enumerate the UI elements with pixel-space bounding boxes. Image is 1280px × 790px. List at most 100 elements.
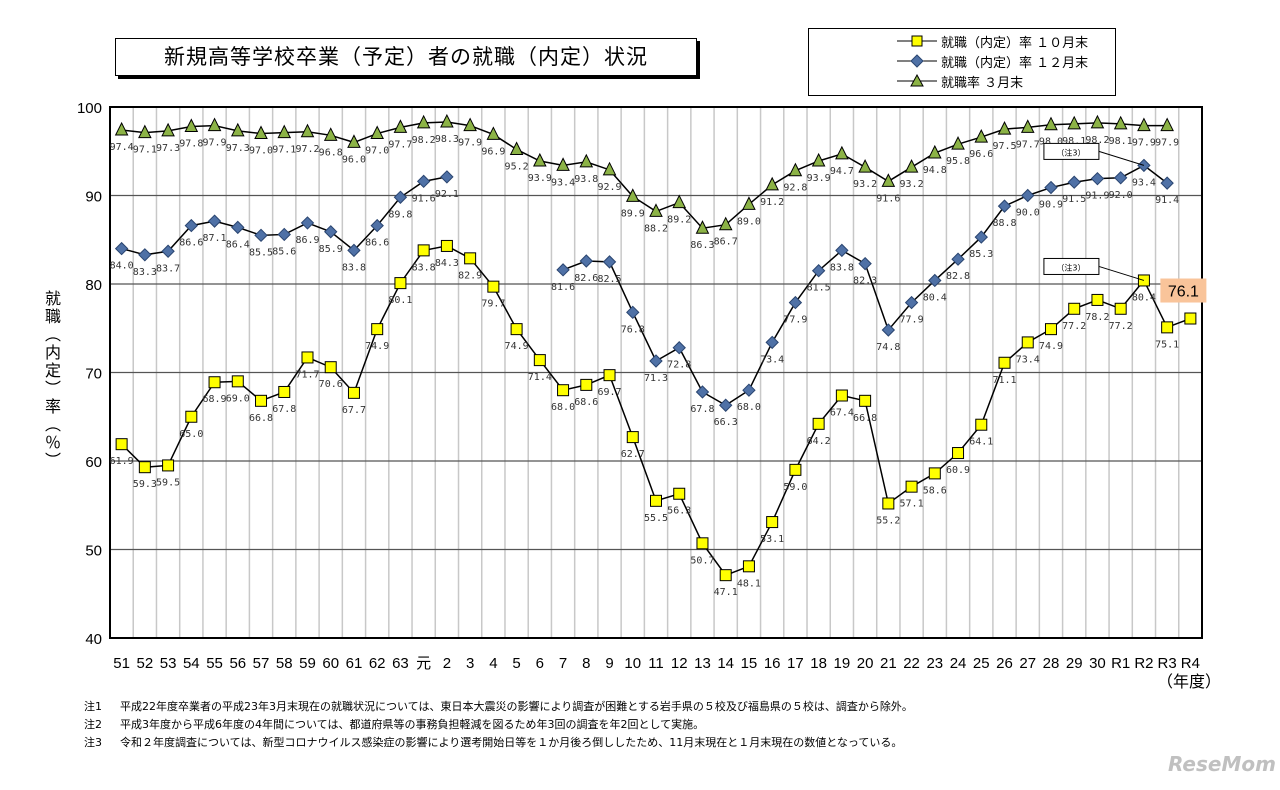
data-label: 82.9 <box>458 270 482 281</box>
data-label: 67.4 <box>830 408 854 419</box>
x-tick-label: 61 <box>346 655 363 672</box>
data-label: 67.7 <box>342 405 366 416</box>
data-label: 98.1 <box>1062 136 1086 147</box>
data-label: 64.2 <box>807 436 831 447</box>
footnotes: 注1 平成22年度卒業者の平成23年3月末現在の就職状況については、東日本大震災の… <box>84 698 913 752</box>
data-point-square <box>1091 293 1104 306</box>
data-point-triangle <box>393 119 408 133</box>
data-label: 86.3 <box>690 240 714 251</box>
x-tick-label: 52 <box>137 655 154 672</box>
data-label: 74.8 <box>876 342 900 353</box>
data-label: 94.7 <box>830 166 854 177</box>
data-label: 76.8 <box>621 324 645 335</box>
data-point-diamond <box>626 305 640 320</box>
data-point-triangle <box>323 127 338 141</box>
data-point-square <box>603 369 616 382</box>
data-point-triangle <box>161 122 175 137</box>
data-point-square <box>882 497 895 510</box>
data-point-triangle <box>509 141 524 155</box>
x-tick-label: 4 <box>489 655 497 672</box>
callout-text: （注3） <box>1056 147 1085 157</box>
data-point-triangle <box>649 203 663 217</box>
x-axis-label: （年度） <box>1157 672 1222 691</box>
data-label: 90.0 <box>1016 208 1040 219</box>
y-tick-label: 40 <box>85 631 102 648</box>
data-point-diamond <box>393 190 408 204</box>
highlight-label: 76.1 <box>1168 284 1199 301</box>
footnote-1: 注1 平成22年度卒業者の平成23年3月末現在の就職状況については、東日本大震災の… <box>84 700 913 713</box>
data-label: 97.9 <box>1132 138 1156 149</box>
data-point-triangle <box>835 145 849 160</box>
data-point-triangle <box>1090 114 1105 129</box>
data-label: 77.2 <box>1062 321 1086 332</box>
legend-label: 就職（内定）率 １２月末 <box>941 55 1089 71</box>
data-label: 89.9 <box>621 208 645 219</box>
data-label: 73.4 <box>1016 354 1040 365</box>
x-tick-label: 51 <box>113 655 130 672</box>
data-point-square <box>789 463 802 476</box>
x-tick-label: 5 <box>512 655 520 672</box>
data-point-square <box>1068 302 1081 315</box>
x-tick-label: 16 <box>764 655 781 672</box>
data-label: 92.1 <box>435 189 459 200</box>
data-label: 73.4 <box>760 354 784 365</box>
data-point-square <box>998 356 1011 369</box>
data-point-diamond <box>881 323 896 337</box>
x-tick-label: 56 <box>229 655 246 672</box>
data-label: 83.8 <box>342 262 366 273</box>
x-tick-label: 10 <box>624 655 641 672</box>
data-point-square <box>185 410 198 423</box>
data-label: 75.1 <box>1155 339 1179 350</box>
data-point-square <box>162 459 175 472</box>
data-point-square <box>1161 321 1174 334</box>
data-point-diamond <box>1067 175 1081 189</box>
data-label: 82.6 <box>574 273 598 284</box>
data-point-diamond <box>416 174 431 189</box>
data-label: 98.2 <box>1085 135 1109 146</box>
data-point-diamond <box>835 243 849 258</box>
x-tick-label: 28 <box>1043 655 1060 672</box>
data-point-triangle <box>440 113 454 128</box>
x-tick-label: 62 <box>369 655 386 672</box>
data-label: 85.6 <box>272 246 296 257</box>
data-label: 71.7 <box>295 369 319 380</box>
data-point-triangle <box>927 144 942 159</box>
data-point-square <box>208 376 221 389</box>
data-point-triangle <box>114 121 129 136</box>
data-label: 74.9 <box>365 341 389 352</box>
data-point-square <box>650 494 662 507</box>
data-label: 59.3 <box>133 479 157 490</box>
data-label: 67.8 <box>690 404 714 415</box>
data-label: 88.8 <box>992 218 1016 229</box>
data-label: 85.5 <box>249 247 273 258</box>
data-point-square <box>812 417 825 430</box>
data-label: 84.0 <box>110 261 134 272</box>
data-point-square <box>766 516 779 529</box>
data-label: 69.0 <box>226 393 250 404</box>
data-label: 69.7 <box>597 387 621 398</box>
y-tick-label: 50 <box>85 543 102 560</box>
data-label: 48.1 <box>737 578 761 589</box>
data-label: 93.4 <box>1132 177 1156 188</box>
data-point-square <box>533 354 546 367</box>
data-label: 91.6 <box>876 193 900 204</box>
data-label: 72.8 <box>667 360 691 371</box>
data-point-square <box>278 385 291 398</box>
data-point-triangle <box>533 152 547 167</box>
data-label: 61.9 <box>110 456 134 467</box>
x-tick-label: 27 <box>1019 655 1036 672</box>
data-label: 83.8 <box>830 262 854 273</box>
data-label: 97.7 <box>388 139 412 150</box>
data-point-diamond <box>602 255 617 269</box>
data-point-triangle <box>1067 115 1082 130</box>
data-point-square <box>835 389 848 402</box>
data-label: 83.8 <box>412 262 436 273</box>
data-label: 81.5 <box>807 283 831 294</box>
x-tick-label: R3 <box>1158 655 1177 672</box>
data-point-square <box>580 378 593 391</box>
data-point-triangle <box>370 125 385 140</box>
data-label: 97.3 <box>226 143 250 154</box>
data-label: 71.4 <box>528 372 552 383</box>
data-label: 97.9 <box>1155 138 1179 149</box>
x-tick-label: 19 <box>834 655 851 672</box>
